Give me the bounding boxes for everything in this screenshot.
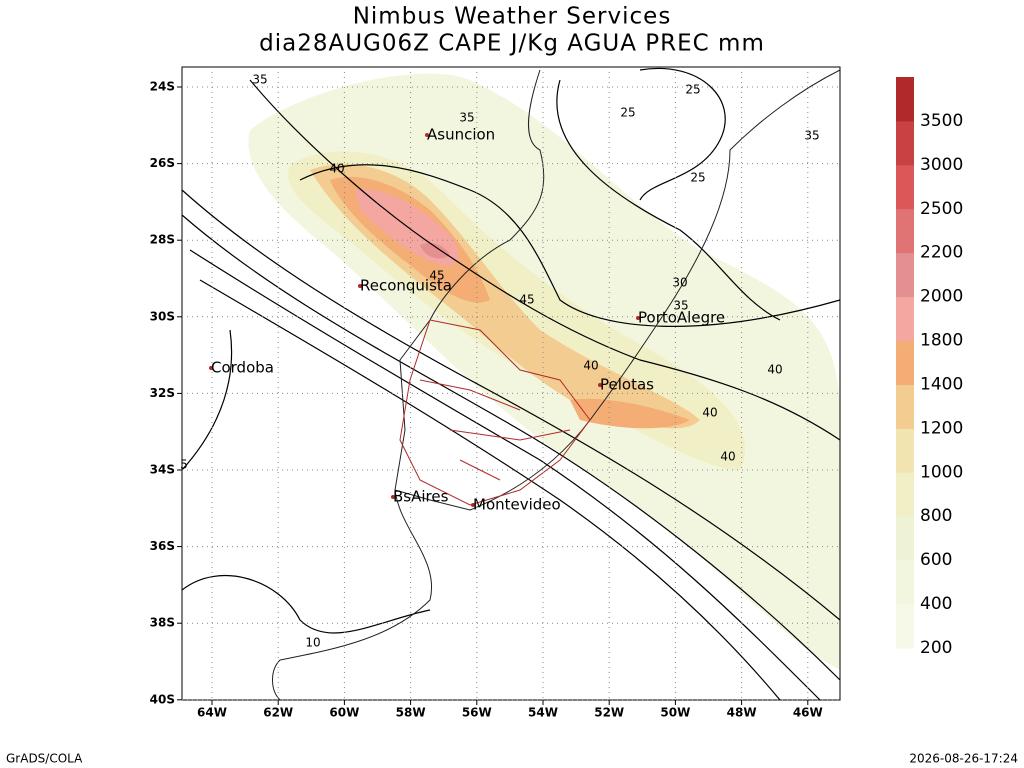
city-label: Asuncion: [427, 126, 495, 144]
lat-label: 34S: [150, 463, 175, 477]
lat-label: 24S: [150, 80, 175, 94]
contour-label: 40: [720, 450, 735, 464]
borders: [399, 319, 591, 506]
colorbar-segment: [896, 384, 914, 429]
contour-label: 35: [673, 299, 688, 313]
lon-label: 48W: [727, 706, 757, 720]
map-frame: [181, 66, 841, 701]
colorbar-label: 800: [920, 506, 952, 526]
colorbar-segment: [896, 472, 914, 517]
lat-label: 38S: [150, 616, 175, 630]
lon-label: 46W: [793, 706, 823, 720]
contour-label: 25: [690, 171, 705, 185]
contour-label: 30: [672, 276, 687, 290]
colorbar-label: 2000: [920, 287, 963, 307]
lon-label: 64W: [197, 706, 227, 720]
colorbar-segment: [896, 604, 914, 649]
colorbar-segment: [896, 560, 914, 605]
colorbar-label: 1000: [920, 462, 963, 482]
footer-left: GrADS/COLA: [6, 752, 83, 766]
colorbar-segment: [896, 252, 914, 298]
lon-label: 50W: [660, 706, 690, 720]
colorbar-segment: [896, 340, 914, 385]
colorbar-label: 3000: [920, 155, 963, 175]
city-label: Cordoba: [211, 359, 274, 377]
lat-label: 28S: [150, 233, 175, 247]
colorbar-label: 400: [920, 594, 952, 614]
colorbar-segment: [896, 516, 914, 561]
contour-label: 40: [329, 162, 344, 176]
lat-label: 32S: [150, 386, 175, 400]
lat-label: 36S: [150, 539, 175, 553]
lon-label: 52W: [594, 706, 624, 720]
lon-label: 60W: [329, 706, 359, 720]
colorbar-segment: [896, 208, 914, 254]
city-label: Pelotas: [600, 376, 654, 394]
lat-label: 30S: [150, 309, 175, 323]
colorbar-segment: [896, 120, 914, 166]
city-label: Montevideo: [473, 496, 561, 514]
contour-label: 40: [583, 359, 598, 373]
lat-label: 40S: [150, 692, 175, 706]
colorbar-label: 1800: [920, 331, 963, 351]
city-dot: [358, 284, 362, 288]
colorbar-label: 600: [920, 550, 952, 570]
contour-label: 45: [429, 269, 444, 283]
contour-label: 40: [702, 406, 717, 420]
city-dot: [636, 316, 640, 320]
colorbar-label: 2200: [920, 243, 963, 263]
title: Nimbus Weather Services: [353, 4, 672, 30]
shading: [248, 73, 840, 670]
colorbar-segment: [896, 77, 914, 122]
lon-label: 62W: [263, 706, 293, 720]
contour-label: 35: [459, 111, 474, 125]
city-dot: [425, 133, 429, 137]
colorbar-label: 200: [920, 638, 952, 658]
lon-label: 54W: [528, 706, 558, 720]
contour-label: 40: [767, 363, 782, 377]
contour-label: 5: [180, 458, 188, 472]
city-label: PortoAlegre: [638, 309, 725, 327]
colorbar-label: 1200: [920, 418, 963, 438]
lon-label: 56W: [462, 706, 492, 720]
city-dot: [209, 366, 213, 370]
colorbar-label: 3500: [920, 111, 963, 131]
city-dot: [391, 495, 395, 499]
colorbar-segment: [896, 296, 914, 342]
contours: [181, 67, 841, 701]
subtitle: dia28AUG06Z CAPE J/Kg AGUA PREC mm: [259, 31, 765, 57]
contour-label: 25: [620, 106, 635, 120]
contour-label: 25: [685, 83, 700, 97]
colorbar-label: 1400: [920, 374, 963, 394]
footer-right: 2026-08-26-17:24: [909, 752, 1018, 766]
contour-label: 45: [519, 293, 534, 307]
city-label: BsAires: [393, 488, 449, 506]
contour-label: 35: [804, 129, 819, 143]
colorbar-segment: [896, 428, 914, 473]
city-label: Reconquista: [360, 277, 452, 295]
city-dot: [598, 383, 602, 387]
contour-label: 10: [305, 636, 320, 650]
lat-label: 26S: [150, 156, 175, 170]
city-dot: [471, 503, 475, 507]
colorbar-segment: [896, 164, 914, 210]
colorbar-label: 2500: [920, 199, 963, 219]
lon-label: 58W: [396, 706, 426, 720]
contour-label: 35: [252, 73, 267, 87]
